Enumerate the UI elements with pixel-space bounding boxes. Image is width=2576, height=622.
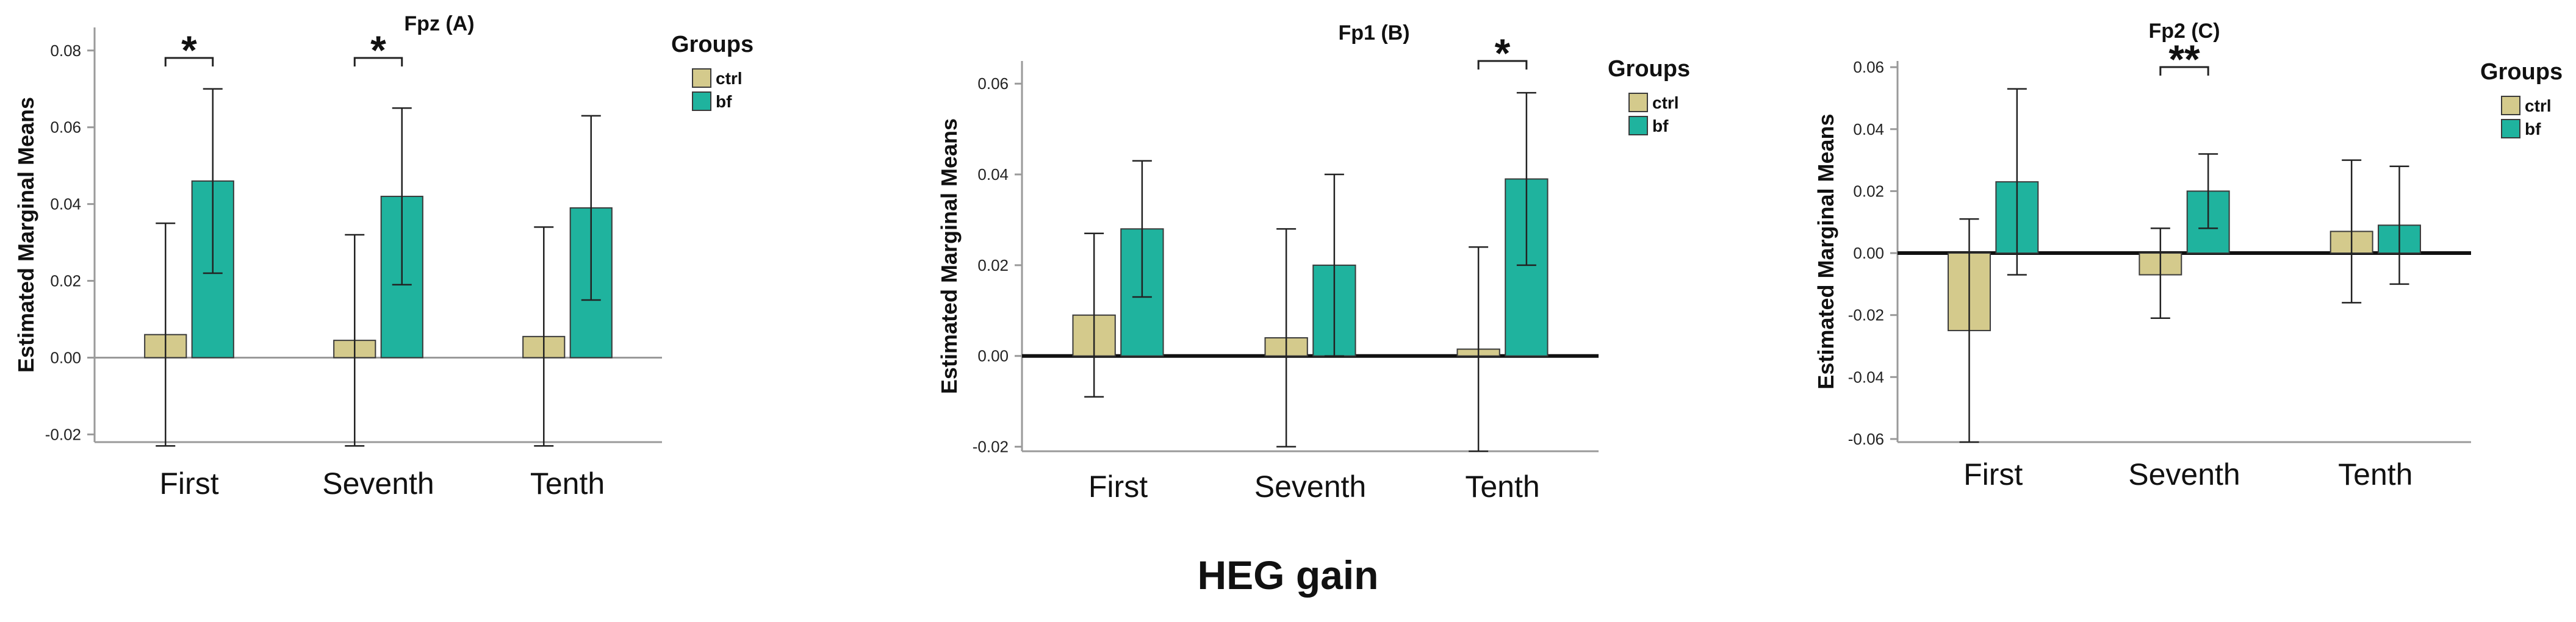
y-tick-label: 0.06 — [50, 118, 81, 137]
category-label-tenth: Tenth — [530, 467, 605, 501]
y-tick-label: 0.04 — [1853, 120, 1884, 138]
significance-marker: * — [1495, 30, 1511, 76]
legend-swatch-ctrl — [692, 68, 711, 88]
chart-panel-1: -0.02 0.00 0.02 0.04 0.06 0.08 First Seventh Ten… — [13, 12, 754, 501]
y-tick-label: -0.02 — [973, 438, 1009, 456]
legend-label-ctrl: ctrl — [716, 69, 743, 88]
significance-marker: * — [370, 27, 386, 73]
legend-label-bf: bf — [1652, 116, 1669, 135]
significance-bracket — [2159, 66, 2209, 76]
y-tick-label: -0.06 — [1848, 430, 1884, 448]
y-tick-label: 0.02 — [1853, 182, 1884, 200]
category-label-tenth: Tenth — [1465, 470, 1539, 504]
category-label-seventh: Seventh — [2128, 457, 2240, 492]
category-label-seventh: Seventh — [322, 467, 434, 501]
legend-swatch-ctrl — [1628, 93, 1648, 112]
legend-swatch-bf — [2501, 119, 2520, 138]
chart-title: Fp2 (C) — [2148, 20, 2220, 43]
y-tick-label: 0.06 — [1853, 58, 1884, 76]
y-tick-label: -0.04 — [1848, 368, 1884, 386]
y-tick-label: 0.06 — [977, 74, 1009, 93]
significance-bracket — [164, 57, 214, 66]
category-label-seventh: Seventh — [1254, 470, 1366, 504]
legend-title: Groups — [2480, 59, 2563, 85]
y-tick-label: 0.00 — [50, 348, 81, 366]
legend-label-ctrl: ctrl — [1652, 93, 1679, 112]
y-tick-label: 0.02 — [977, 256, 1009, 274]
legend-label-ctrl: ctrl — [2525, 96, 2552, 115]
chart-title: Fpz (A) — [404, 12, 474, 35]
legend: Groups ctrl bf — [2480, 59, 2563, 138]
legend-label-bf: bf — [2525, 120, 2541, 138]
legend-swatch-ctrl — [2501, 96, 2520, 115]
y-axis-label: Estimated Marginal Means — [1813, 113, 1838, 389]
category-label-tenth: Tenth — [2338, 457, 2412, 492]
y-axis-label: Estimated Marginal Means — [13, 97, 38, 373]
legend-title: Groups — [1608, 56, 1690, 82]
y-tick-label: 0.00 — [977, 347, 1009, 365]
legend-label-bf: bf — [716, 92, 732, 111]
legend-swatch-bf — [692, 91, 711, 111]
y-tick-label: 0.02 — [50, 272, 81, 290]
significance-marker: * — [181, 27, 197, 73]
category-label-first: First — [1088, 470, 1148, 504]
y-tick-label: 0.04 — [977, 165, 1009, 184]
category-label-first: First — [1963, 457, 2023, 492]
legend: Groups ctrl bf — [1608, 56, 1690, 135]
significance-bracket — [1477, 60, 1528, 70]
legend-title: Groups — [671, 32, 754, 57]
significance-bracket — [353, 57, 403, 66]
chart-panel-3: -0.06 -0.04 -0.02 0.00 0.02 0.04 0.06 First Seve… — [1813, 20, 2563, 492]
y-tick-label: -0.02 — [1848, 306, 1884, 324]
y-tick-label: 0.08 — [50, 41, 81, 60]
significance-marker: ** — [2168, 37, 2200, 82]
y-tick-label: 0.00 — [1853, 244, 1884, 262]
figure-xlabel: HEG gain — [1197, 552, 1379, 598]
category-label-first: First — [159, 467, 218, 501]
y-tick-label: 0.04 — [50, 195, 81, 213]
chart-panel-2: -0.02 0.00 0.02 0.04 0.06 First Seventh Tenth * F… — [937, 21, 1690, 504]
y-axis-label: Estimated Marginal Means — [937, 118, 962, 394]
legend: Groups ctrl bf — [671, 32, 754, 111]
y-tick-label: -0.02 — [45, 425, 81, 443]
legend-swatch-bf — [1628, 116, 1648, 135]
chart-title: Fp1 (B) — [1338, 21, 1409, 45]
